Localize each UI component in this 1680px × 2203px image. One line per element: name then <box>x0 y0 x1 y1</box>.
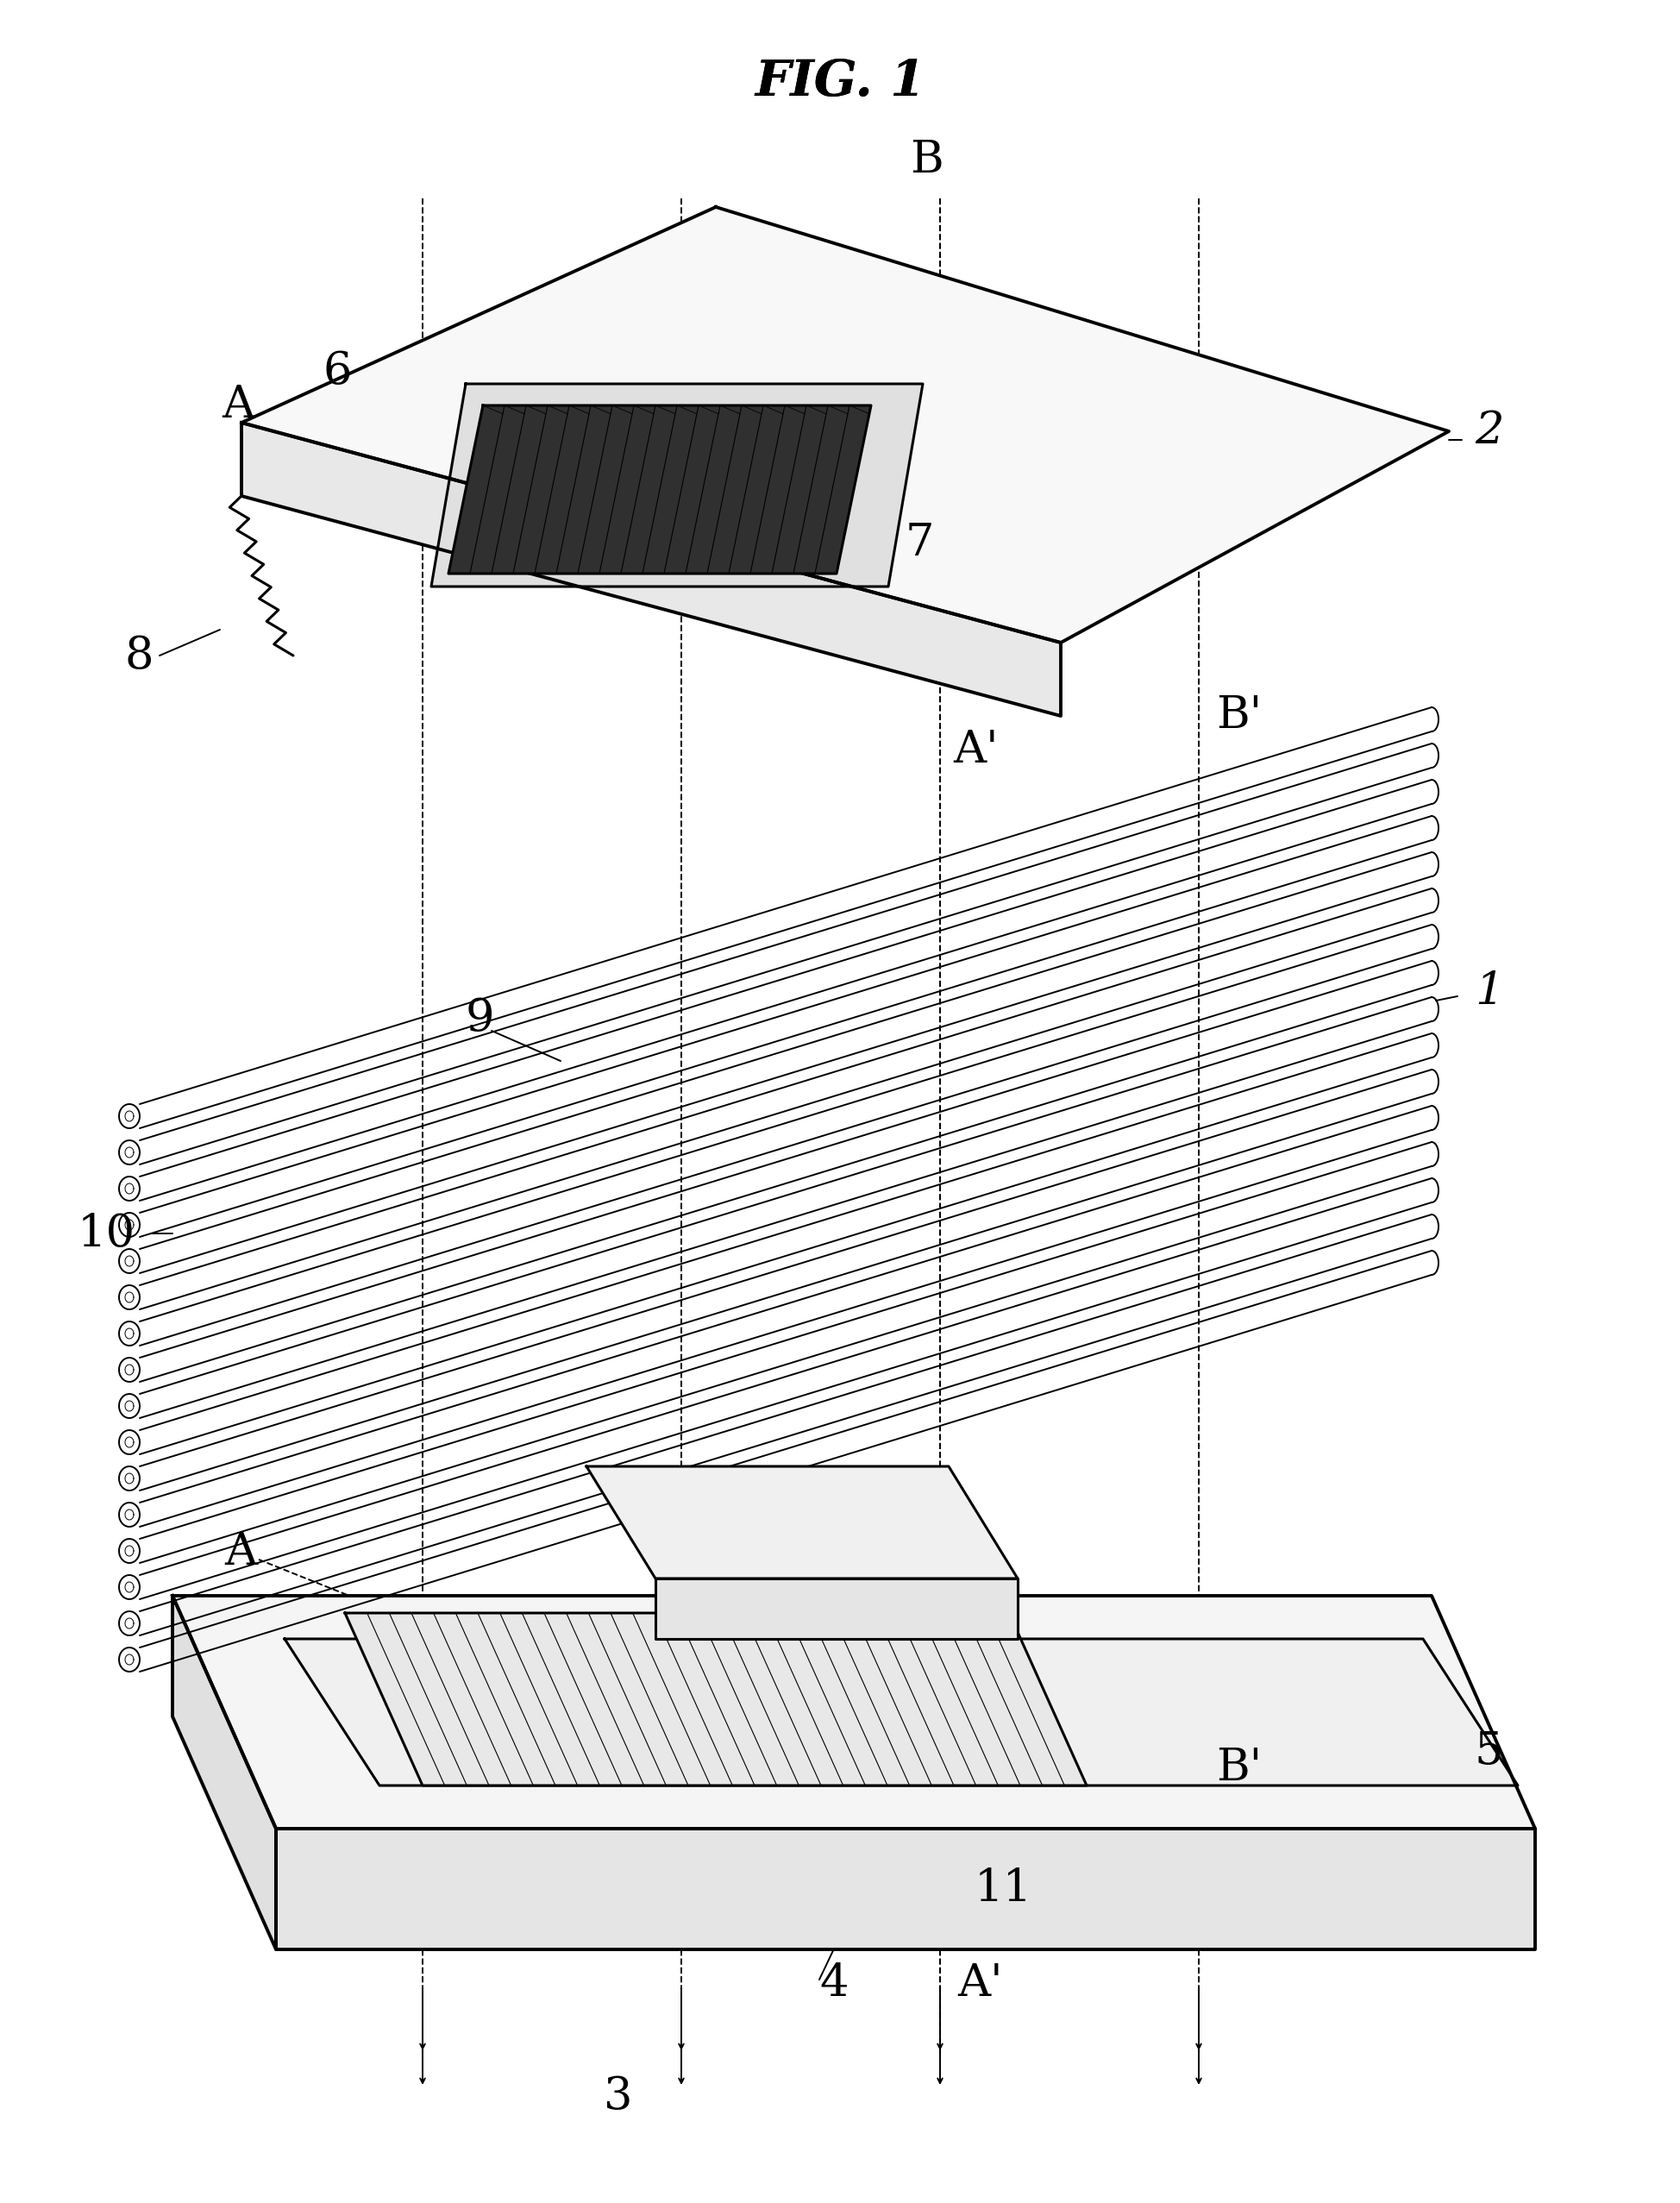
Text: A': A' <box>953 729 998 773</box>
Polygon shape <box>655 1580 1018 1639</box>
Polygon shape <box>586 1467 1018 1580</box>
Text: 5: 5 <box>1475 1729 1504 1773</box>
Text: A': A' <box>958 1963 1003 2007</box>
Text: 3: 3 <box>603 2073 633 2117</box>
Text: A: A <box>222 383 254 427</box>
Text: 8: 8 <box>124 634 155 679</box>
Polygon shape <box>276 1828 1536 1950</box>
Polygon shape <box>242 207 1448 643</box>
Polygon shape <box>173 1595 1536 1828</box>
Text: 9: 9 <box>465 996 494 1040</box>
Text: A: A <box>223 1531 257 1575</box>
Polygon shape <box>242 423 1060 716</box>
Polygon shape <box>284 1639 1517 1784</box>
Text: 7: 7 <box>906 522 934 566</box>
Polygon shape <box>449 405 870 573</box>
Text: 10: 10 <box>77 1212 136 1256</box>
Polygon shape <box>344 1613 1087 1784</box>
Text: B: B <box>911 137 944 181</box>
Text: B': B' <box>1216 694 1262 738</box>
Text: FIG. 1: FIG. 1 <box>754 57 926 106</box>
Text: 11: 11 <box>974 1866 1033 1910</box>
Polygon shape <box>173 1595 276 1950</box>
Text: 6: 6 <box>324 348 353 392</box>
Text: 1: 1 <box>1475 969 1504 1013</box>
Polygon shape <box>432 383 922 586</box>
Text: 2: 2 <box>1475 410 1504 454</box>
Text: FIG. 1: FIG. 1 <box>754 57 926 106</box>
Text: 4: 4 <box>820 1963 848 2007</box>
Text: B': B' <box>1216 1747 1262 1791</box>
